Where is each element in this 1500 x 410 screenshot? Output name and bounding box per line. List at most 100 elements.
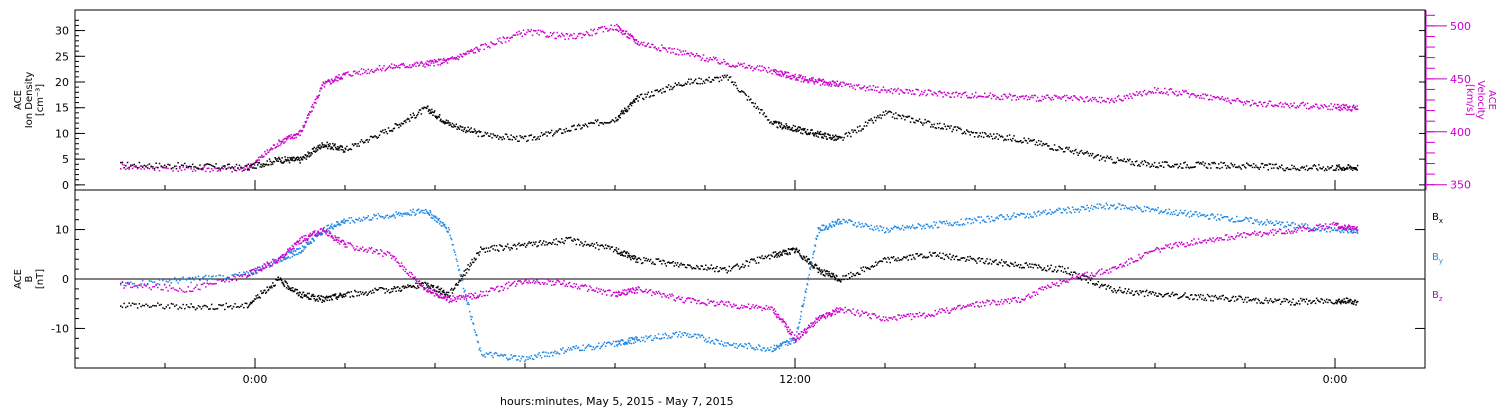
data-point [536,245,538,248]
data-point [454,251,456,253]
data-point [685,83,688,85]
data-point [631,257,634,259]
data-point [487,45,490,48]
data-point [1152,92,1155,94]
data-point [417,111,420,114]
data-point [206,163,208,165]
data-point [1327,108,1329,111]
data-point [439,119,441,122]
data-point [822,270,824,273]
data-point [657,333,660,335]
data-point [435,59,437,62]
data-point [1321,105,1323,107]
data-point [293,290,296,292]
data-point [741,266,743,268]
data-point [763,112,765,114]
data-point [630,258,632,261]
data-point [642,44,644,46]
data-point [1320,104,1322,106]
data-point [512,355,515,358]
data-point [976,219,978,222]
data-point [203,166,206,168]
data-point [1248,299,1250,302]
data-point [210,168,213,170]
data-point [1304,103,1307,105]
data-point [1293,102,1295,104]
data-point [967,130,969,133]
data-point [808,258,810,260]
data-point [773,251,775,254]
data-point [1050,213,1052,215]
data-point [375,136,377,138]
data-point [860,267,862,269]
data-point [629,33,632,35]
data-point [1337,300,1339,302]
data-point [830,85,832,87]
data-point [819,133,821,135]
data-point [850,271,852,274]
data-point [969,97,971,99]
data-point [243,271,245,273]
data-point [1040,212,1042,214]
data-point [1274,163,1276,166]
data-point [951,225,953,227]
data-point [360,68,363,70]
data-point [476,46,478,49]
data-point [667,261,670,263]
data-point [584,33,587,36]
data-point [945,253,948,256]
data-point [315,150,318,152]
data-point [1150,165,1152,168]
data-point [768,349,770,351]
data-point [904,256,906,258]
data-point [305,120,308,123]
data-point [756,106,759,108]
data-point [761,349,763,352]
data-point [794,73,796,76]
data-point [247,167,250,170]
data-point [232,274,235,276]
data-point [1346,106,1349,108]
data-point [851,275,853,278]
data-point [634,341,637,343]
data-point [347,149,349,152]
data-point [859,125,861,127]
data-point [1030,139,1032,141]
data-point [856,225,859,227]
data-point [752,347,754,349]
data-point [844,221,846,223]
data-point [582,344,584,347]
data-point [961,132,963,135]
data-point [717,339,719,342]
data-point [642,97,644,100]
data-point [454,58,457,60]
data-point [404,66,406,68]
data-point [283,142,285,144]
data-point [1229,101,1231,104]
data-point [432,217,434,219]
data-point [121,161,124,164]
data-point [254,298,257,300]
data-point [800,80,803,83]
data-point [366,72,368,75]
data-point [1311,106,1313,109]
data-point [428,112,431,115]
data-point [310,152,313,154]
data-point [1065,99,1067,102]
data-point [871,228,873,230]
data-point [332,81,334,84]
data-point [126,161,129,164]
data-point [263,289,265,292]
data-point [739,63,742,65]
data-point [1044,269,1047,272]
data-point [270,163,272,166]
data-point [952,224,954,226]
data-point [1278,165,1281,168]
data-point [966,129,968,131]
data-point [219,170,222,172]
data-point [382,67,384,70]
data-point [1201,298,1203,300]
data-point [883,89,886,91]
data-point [1106,285,1109,288]
data-point [320,231,322,234]
